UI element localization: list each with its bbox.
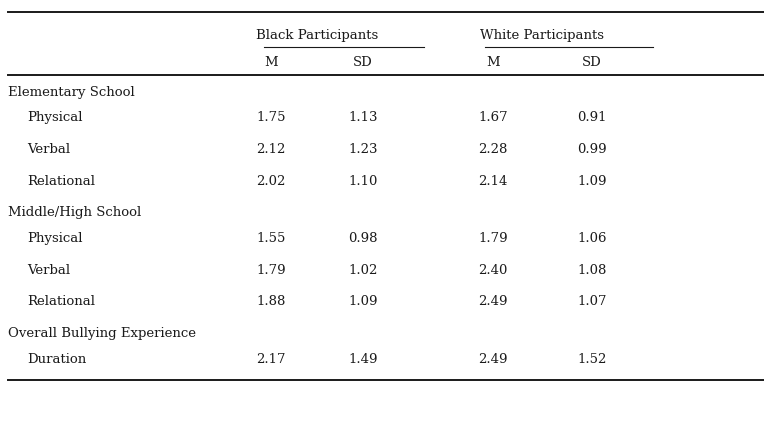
Text: Middle/High School: Middle/High School	[8, 206, 141, 220]
Text: Physical: Physical	[27, 111, 83, 125]
Text: 2.49: 2.49	[478, 295, 507, 308]
Text: Relational: Relational	[27, 295, 95, 308]
Text: Relational: Relational	[27, 175, 95, 188]
Text: M: M	[264, 56, 278, 69]
Text: 1.79: 1.79	[478, 232, 507, 245]
Text: 2.28: 2.28	[478, 143, 507, 156]
Text: Duration: Duration	[27, 352, 86, 366]
Text: 2.17: 2.17	[257, 352, 286, 366]
Text: 1.08: 1.08	[578, 264, 607, 277]
Text: 2.14: 2.14	[478, 175, 507, 188]
Text: 1.02: 1.02	[348, 264, 377, 277]
Text: 1.13: 1.13	[348, 111, 377, 125]
Text: 1.23: 1.23	[348, 143, 377, 156]
Text: 2.02: 2.02	[257, 175, 286, 188]
Text: Black Participants: Black Participants	[256, 29, 378, 42]
Text: M: M	[486, 56, 500, 69]
Text: 0.91: 0.91	[578, 111, 607, 125]
Text: 2.49: 2.49	[478, 352, 507, 366]
Text: Physical: Physical	[27, 232, 83, 245]
Text: 1.09: 1.09	[348, 295, 377, 308]
Text: 2.40: 2.40	[478, 264, 507, 277]
Text: 1.88: 1.88	[257, 295, 286, 308]
Text: 1.06: 1.06	[578, 232, 607, 245]
Text: SD: SD	[582, 56, 602, 69]
Text: 2.12: 2.12	[257, 143, 286, 156]
Text: Overall Bullying Experience: Overall Bullying Experience	[8, 327, 196, 340]
Text: 0.98: 0.98	[348, 232, 377, 245]
Text: 1.67: 1.67	[478, 111, 507, 125]
Text: SD: SD	[353, 56, 373, 69]
Text: Verbal: Verbal	[27, 143, 70, 156]
Text: 1.10: 1.10	[348, 175, 377, 188]
Text: 1.79: 1.79	[257, 264, 286, 277]
Text: White Participants: White Participants	[481, 29, 604, 42]
Text: Elementary School: Elementary School	[8, 86, 134, 99]
Text: 1.75: 1.75	[257, 111, 286, 125]
Text: 1.07: 1.07	[578, 295, 607, 308]
Text: 0.99: 0.99	[578, 143, 607, 156]
Text: Verbal: Verbal	[27, 264, 70, 277]
Text: 1.49: 1.49	[348, 352, 377, 366]
Text: 1.52: 1.52	[578, 352, 607, 366]
Text: 1.09: 1.09	[578, 175, 607, 188]
Text: 1.55: 1.55	[257, 232, 286, 245]
